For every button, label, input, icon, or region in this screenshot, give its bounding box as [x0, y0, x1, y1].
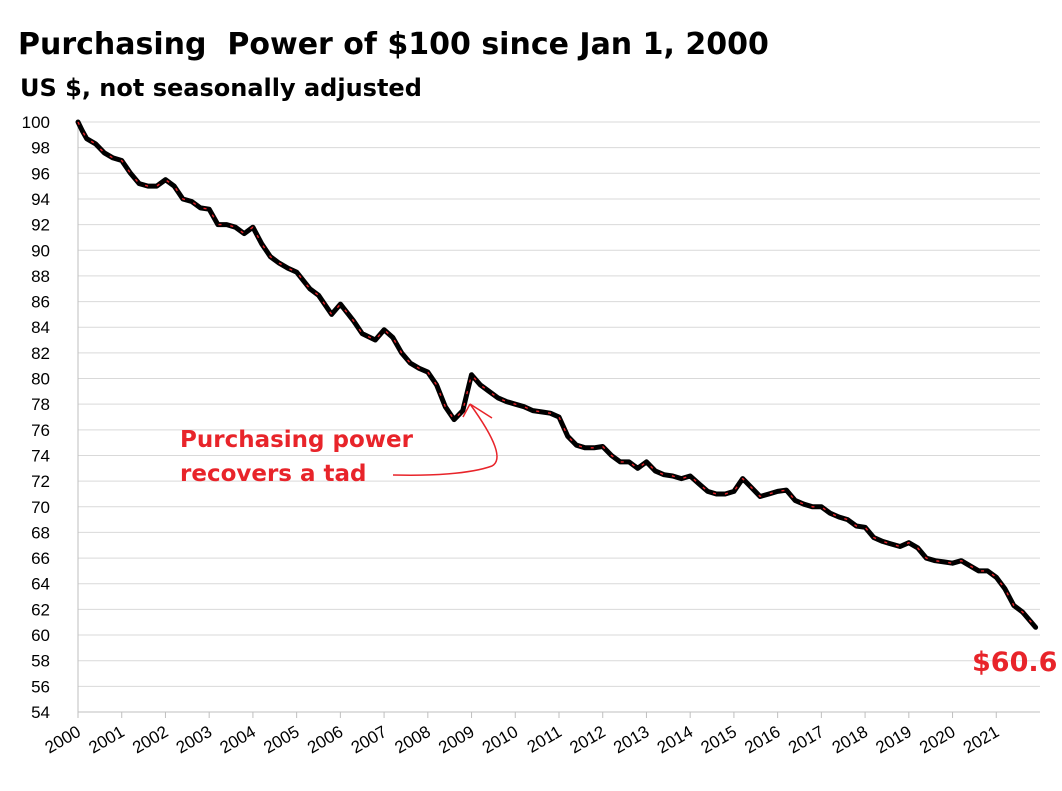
y-tick-label: 60	[31, 626, 50, 645]
y-tick-label: 70	[31, 498, 50, 517]
series-layer	[75, 119, 1039, 630]
y-tick-label: 78	[31, 395, 50, 414]
end-value-label: $60.6	[972, 647, 1057, 678]
y-tick-label: 88	[31, 267, 50, 286]
y-tick-label: 62	[31, 600, 50, 619]
y-axis-tick-labels: 54 56 58 60 62 64 66 68 70 72 74 76 78 80 82 84 86 88 90 92…	[22, 113, 50, 722]
x-tick-label: 2015	[698, 722, 740, 757]
annotation-recovery: Purchasing power recovers a tad	[180, 403, 498, 487]
annotation-arrowhead	[462, 403, 493, 419]
y-tick-label: 74	[31, 446, 50, 465]
x-tick-label: 2013	[610, 722, 652, 757]
x-tick-label: 2007	[348, 722, 390, 757]
series-line-highlight-0	[77, 121, 1037, 628]
x-tick-label: 2002	[129, 722, 171, 757]
annotation-recovery-line-2: recovers a tad	[180, 461, 367, 487]
y-tick-label: 100	[22, 113, 50, 132]
y-tick-label: 98	[31, 139, 50, 158]
x-tick-label: 2016	[741, 722, 783, 757]
y-tick-label: 90	[31, 241, 50, 260]
y-tick-label: 68	[31, 523, 50, 542]
x-tick-label: 2001	[85, 722, 127, 757]
x-tick-label: 2010	[479, 722, 521, 757]
x-tick-label: 2003	[173, 722, 215, 757]
x-axis-tick-labels: 2000 2001 2002 2003 2004 2005 2006 2007 2008 2009…	[42, 712, 1002, 757]
chart-title: Purchasing Power of $100 since Jan 1, 20…	[18, 27, 769, 62]
x-tick-label: 2000	[42, 722, 84, 757]
x-tick-label: 2021	[960, 722, 1002, 757]
y-tick-label: 76	[31, 421, 50, 440]
x-tick-label: 2019	[873, 722, 915, 757]
y-tick-label: 82	[31, 344, 50, 363]
x-tick-label: 2011	[524, 722, 565, 757]
y-tick-label: 96	[31, 164, 50, 183]
y-tick-label: 86	[31, 293, 50, 312]
series-line-0	[75, 119, 1039, 630]
x-tick-label: 2009	[435, 722, 477, 757]
y-tick-label: 54	[31, 703, 50, 722]
y-tick-label: 56	[31, 677, 50, 696]
y-tick-label: 92	[31, 216, 50, 235]
x-tick-label: 2008	[392, 722, 434, 757]
annotation-recovery-line-1: Purchasing power	[180, 427, 414, 453]
x-tick-label: 2005	[260, 722, 302, 757]
x-tick-label: 2006	[304, 722, 346, 757]
x-tick-label: 2020	[916, 722, 958, 757]
y-tick-label: 80	[31, 370, 50, 389]
x-tick-label: 2017	[785, 722, 827, 757]
y-tick-label: 72	[31, 472, 50, 491]
y-tick-label: 94	[31, 190, 50, 209]
x-tick-label: 2004	[217, 722, 259, 757]
y-tick-label: 64	[31, 575, 50, 594]
x-tick-label: 2012	[566, 722, 608, 757]
gridlines	[78, 121, 1040, 713]
chart-subtitle: US $, not seasonally adjusted	[20, 74, 422, 102]
annotation-arrow	[392, 403, 498, 476]
y-tick-label: 58	[31, 652, 50, 671]
x-tick-label: 2018	[829, 722, 871, 757]
y-tick-label: 84	[31, 318, 50, 337]
x-tick-label: 2014	[654, 722, 696, 757]
y-tick-label: 66	[31, 549, 50, 568]
